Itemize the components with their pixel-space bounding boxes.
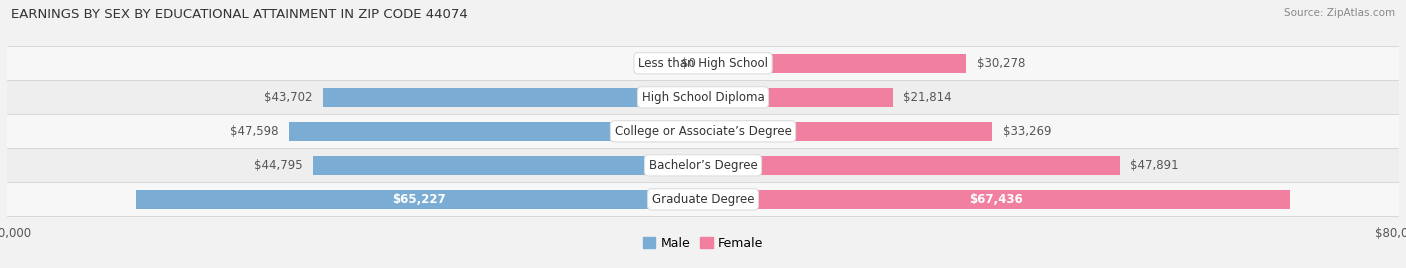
Text: $21,814: $21,814 bbox=[903, 91, 952, 104]
Text: EARNINGS BY SEX BY EDUCATIONAL ATTAINMENT IN ZIP CODE 44074: EARNINGS BY SEX BY EDUCATIONAL ATTAINMEN… bbox=[11, 8, 468, 21]
Bar bbox=[703, 54, 966, 73]
Text: Graduate Degree: Graduate Degree bbox=[652, 193, 754, 206]
Text: $0: $0 bbox=[681, 57, 696, 70]
Bar bbox=[703, 190, 1289, 209]
Text: $47,598: $47,598 bbox=[231, 125, 278, 138]
Text: $67,436: $67,436 bbox=[970, 193, 1024, 206]
Text: College or Associate’s Degree: College or Associate’s Degree bbox=[614, 125, 792, 138]
Bar bbox=[703, 122, 993, 141]
Text: $43,702: $43,702 bbox=[264, 91, 312, 104]
Bar bbox=[7, 46, 1399, 80]
Bar bbox=[288, 122, 703, 141]
Text: $33,269: $33,269 bbox=[1002, 125, 1052, 138]
Text: High School Diploma: High School Diploma bbox=[641, 91, 765, 104]
Bar bbox=[703, 88, 893, 107]
Text: $65,227: $65,227 bbox=[392, 193, 446, 206]
Text: Source: ZipAtlas.com: Source: ZipAtlas.com bbox=[1284, 8, 1395, 18]
Bar bbox=[703, 156, 1119, 175]
Bar bbox=[314, 156, 703, 175]
Text: Bachelor’s Degree: Bachelor’s Degree bbox=[648, 159, 758, 172]
Text: $47,891: $47,891 bbox=[1130, 159, 1178, 172]
Text: $30,278: $30,278 bbox=[977, 57, 1025, 70]
Legend: Male, Female: Male, Female bbox=[641, 234, 765, 252]
Bar bbox=[7, 80, 1399, 114]
Bar bbox=[135, 190, 703, 209]
Bar bbox=[7, 114, 1399, 148]
Text: $44,795: $44,795 bbox=[254, 159, 302, 172]
Bar bbox=[7, 148, 1399, 182]
Bar bbox=[323, 88, 703, 107]
Bar bbox=[7, 182, 1399, 216]
Text: Less than High School: Less than High School bbox=[638, 57, 768, 70]
